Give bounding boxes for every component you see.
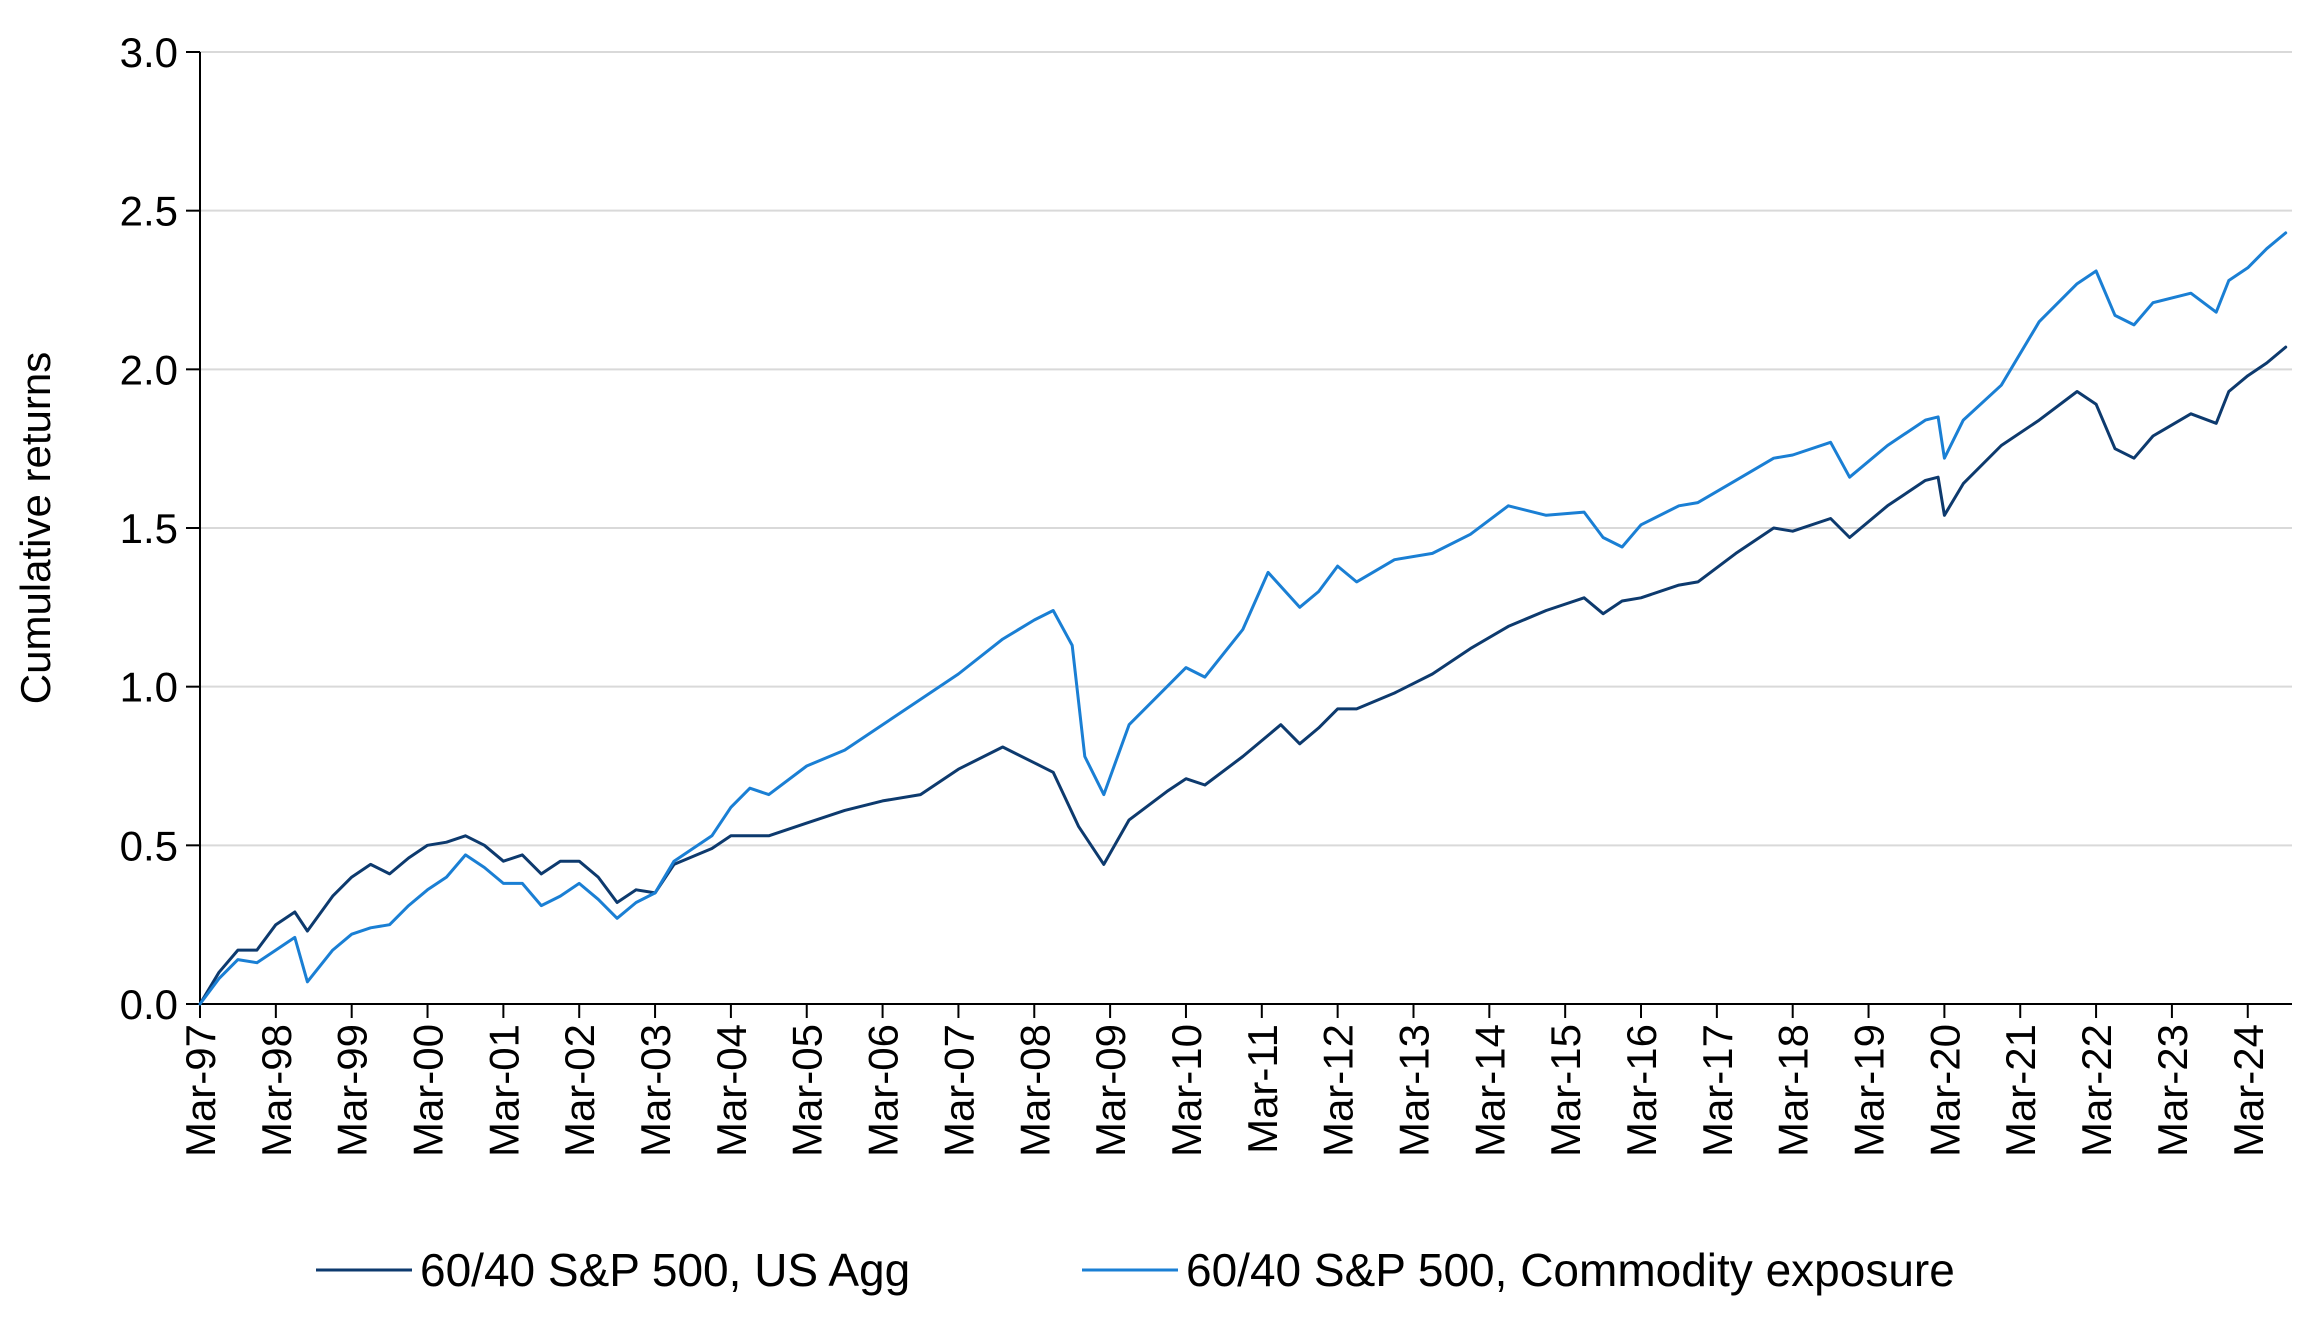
y-tick-label: 2.0 (120, 346, 178, 393)
x-tick-label: Mar-12 (1315, 1024, 1362, 1157)
x-tick-label: Mar-03 (632, 1024, 679, 1157)
x-tick-label: Mar-09 (1087, 1024, 1134, 1157)
x-tick-label: Mar-07 (935, 1024, 982, 1157)
series-line-1 (198, 345, 2288, 1006)
legend: 60/40 S&P 500, US Agg 60/40 S&P 500, Comm… (316, 1244, 1955, 1296)
x-tick-label: Mar-02 (556, 1024, 603, 1157)
gridlines (200, 51, 2292, 847)
y-tick-label: 1.5 (120, 505, 178, 552)
y-tick-label: 0.5 (120, 822, 178, 869)
y-tick-label: 3.0 (120, 29, 178, 76)
x-tick-label: Mar-21 (1997, 1024, 2044, 1157)
series-line-2 (198, 231, 2288, 1006)
x-tick-label: Mar-19 (1846, 1024, 1893, 1157)
x-tick-label: Mar-99 (329, 1024, 376, 1157)
x-tick-label: Mar-01 (480, 1024, 527, 1157)
x-tick-label: Mar-20 (1921, 1024, 1968, 1157)
x-tick-label: Mar-11 (1239, 1024, 1286, 1154)
x-tick-label: Mar-08 (1011, 1024, 1058, 1157)
x-tick-label: Mar-10 (1163, 1024, 1210, 1157)
x-tick-label: Mar-04 (708, 1024, 755, 1157)
x-tick-label: Mar-97 (177, 1024, 224, 1157)
x-tick-label: Mar-05 (784, 1024, 831, 1157)
y-axis-title: Cumulative returns (12, 352, 59, 704)
x-tick-label: Mar-23 (2149, 1024, 2196, 1157)
x-tick-label: Mar-16 (1618, 1024, 1665, 1157)
x-tick-label: Mar-22 (2073, 1024, 2120, 1157)
axes: 0.0 0.5 1.0 1.5 2.0 2.5 3.0 Mar-97 Mar-98 Mar-99 M… (120, 29, 2292, 1157)
x-tick-label: Mar-06 (860, 1024, 907, 1157)
x-tick-label: Mar-13 (1390, 1024, 1437, 1157)
x-tick-label: Mar-18 (1770, 1024, 1817, 1157)
x-tick-label: Mar-24 (2225, 1024, 2272, 1157)
x-tick-label: Mar-14 (1466, 1024, 1513, 1157)
series-lines (198, 231, 2288, 1006)
x-tick-label: Mar-00 (405, 1024, 452, 1157)
y-tick-label: 2.5 (120, 188, 178, 235)
x-tick-label: Mar-15 (1542, 1024, 1589, 1157)
y-tick-label: 0.0 (120, 981, 178, 1028)
x-tick-label: Mar-98 (253, 1024, 300, 1157)
legend-label-1: 60/40 S&P 500, US Agg (420, 1244, 910, 1296)
legend-label-2: 60/40 S&P 500, Commodity exposure (1186, 1244, 1955, 1296)
y-tick-label: 1.0 (120, 664, 178, 711)
x-tick-label: Mar-17 (1694, 1024, 1741, 1157)
